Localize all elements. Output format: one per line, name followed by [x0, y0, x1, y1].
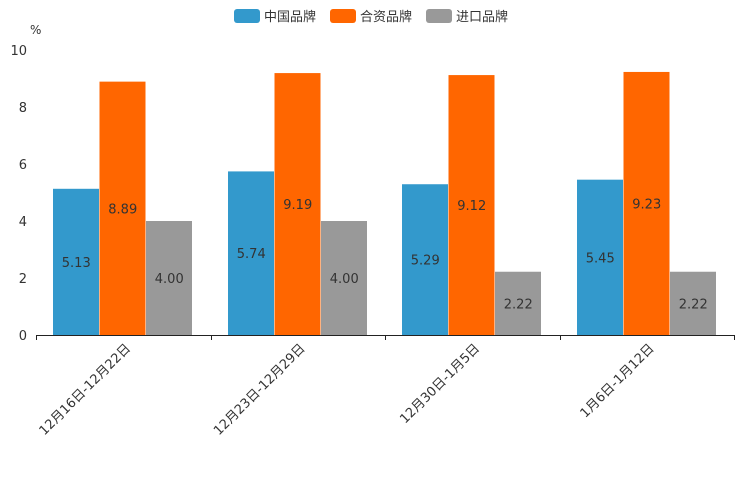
- value-label: 9.19: [283, 198, 312, 213]
- bars: [53, 71, 716, 336]
- legend-swatch-1: [234, 9, 260, 23]
- bar-2-4: [623, 71, 670, 335]
- y-tick-label: 2: [19, 272, 27, 287]
- legend-swatch-2: [330, 9, 356, 23]
- value-label: 5.74: [237, 247, 266, 262]
- legend: 中国品牌 合资品牌 进口品牌: [234, 9, 508, 25]
- value-label: 5.29: [411, 254, 440, 269]
- legend-label-2: 合资品牌: [360, 9, 412, 25]
- y-tick-label: 6: [19, 158, 27, 173]
- value-label: 9.23: [632, 197, 661, 212]
- legend-label-1: 中国品牌: [264, 9, 316, 25]
- bar-1-2: [228, 171, 274, 335]
- legend-label-3: 进口品牌: [456, 9, 508, 25]
- y-tick-label: 8: [19, 101, 27, 116]
- x-axis: 12月16日-12月22日 12月23日-12月29日 12月30日-1月5日 1月6…: [36, 335, 735, 439]
- legend-swatch-3: [426, 9, 452, 23]
- value-label: 5.45: [586, 251, 615, 266]
- x-tick-label: 12月23日-12月29日: [211, 341, 308, 438]
- x-tick-label: 1月6日-1月12日: [578, 341, 658, 421]
- bar-3-2: [321, 221, 367, 335]
- value-labels: 5.13 8.89 4.00 5.74 9.19 4.00 5.29 9.12 2.22 5.45…: [62, 197, 708, 312]
- y-tick-label: 0: [19, 329, 27, 344]
- value-label: 5.13: [62, 256, 91, 271]
- bar-3-3: [495, 271, 541, 335]
- bar-3-1: [146, 221, 192, 335]
- bar-2-1: [99, 81, 146, 335]
- value-label: 8.89: [108, 202, 137, 217]
- value-label: 2.22: [504, 297, 533, 312]
- value-label: 9.12: [457, 199, 486, 214]
- bar-1-4: [577, 179, 623, 335]
- y-axis-label: %: [30, 23, 41, 37]
- bar-3-4: [670, 271, 716, 335]
- x-tick-label: 12月30日-1月5日: [397, 341, 483, 427]
- y-axis: 0 2 4 6 8 10: [10, 44, 27, 344]
- value-label: 4.00: [330, 272, 359, 287]
- value-label: 4.00: [155, 272, 184, 287]
- bar-1-3: [402, 184, 448, 335]
- bar-2-3: [448, 75, 495, 335]
- bar-1-1: [53, 188, 99, 335]
- bar-2-2: [274, 73, 321, 336]
- value-label: 2.22: [679, 297, 708, 312]
- y-tick-label: 10: [10, 44, 27, 59]
- y-tick-label: 4: [19, 215, 27, 230]
- x-tick-label: 12月16日-12月22日: [37, 341, 134, 438]
